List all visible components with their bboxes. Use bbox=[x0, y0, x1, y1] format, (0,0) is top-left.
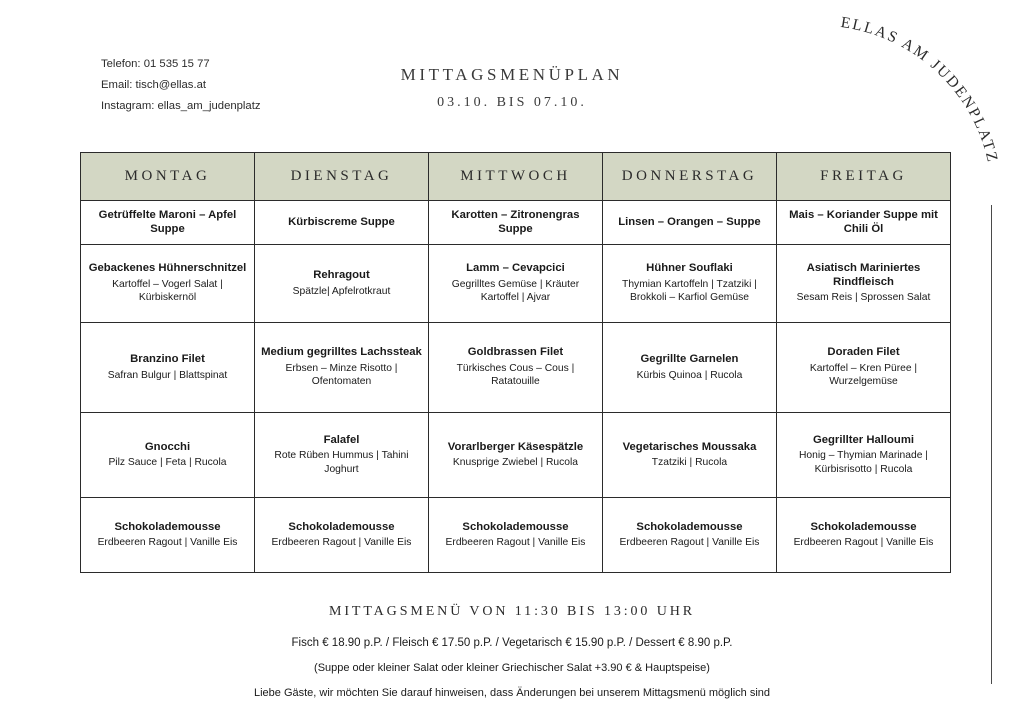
svg-text:ELLAS AM JUDENPLATZ: ELLAS AM JUDENPLATZ bbox=[840, 14, 1002, 165]
